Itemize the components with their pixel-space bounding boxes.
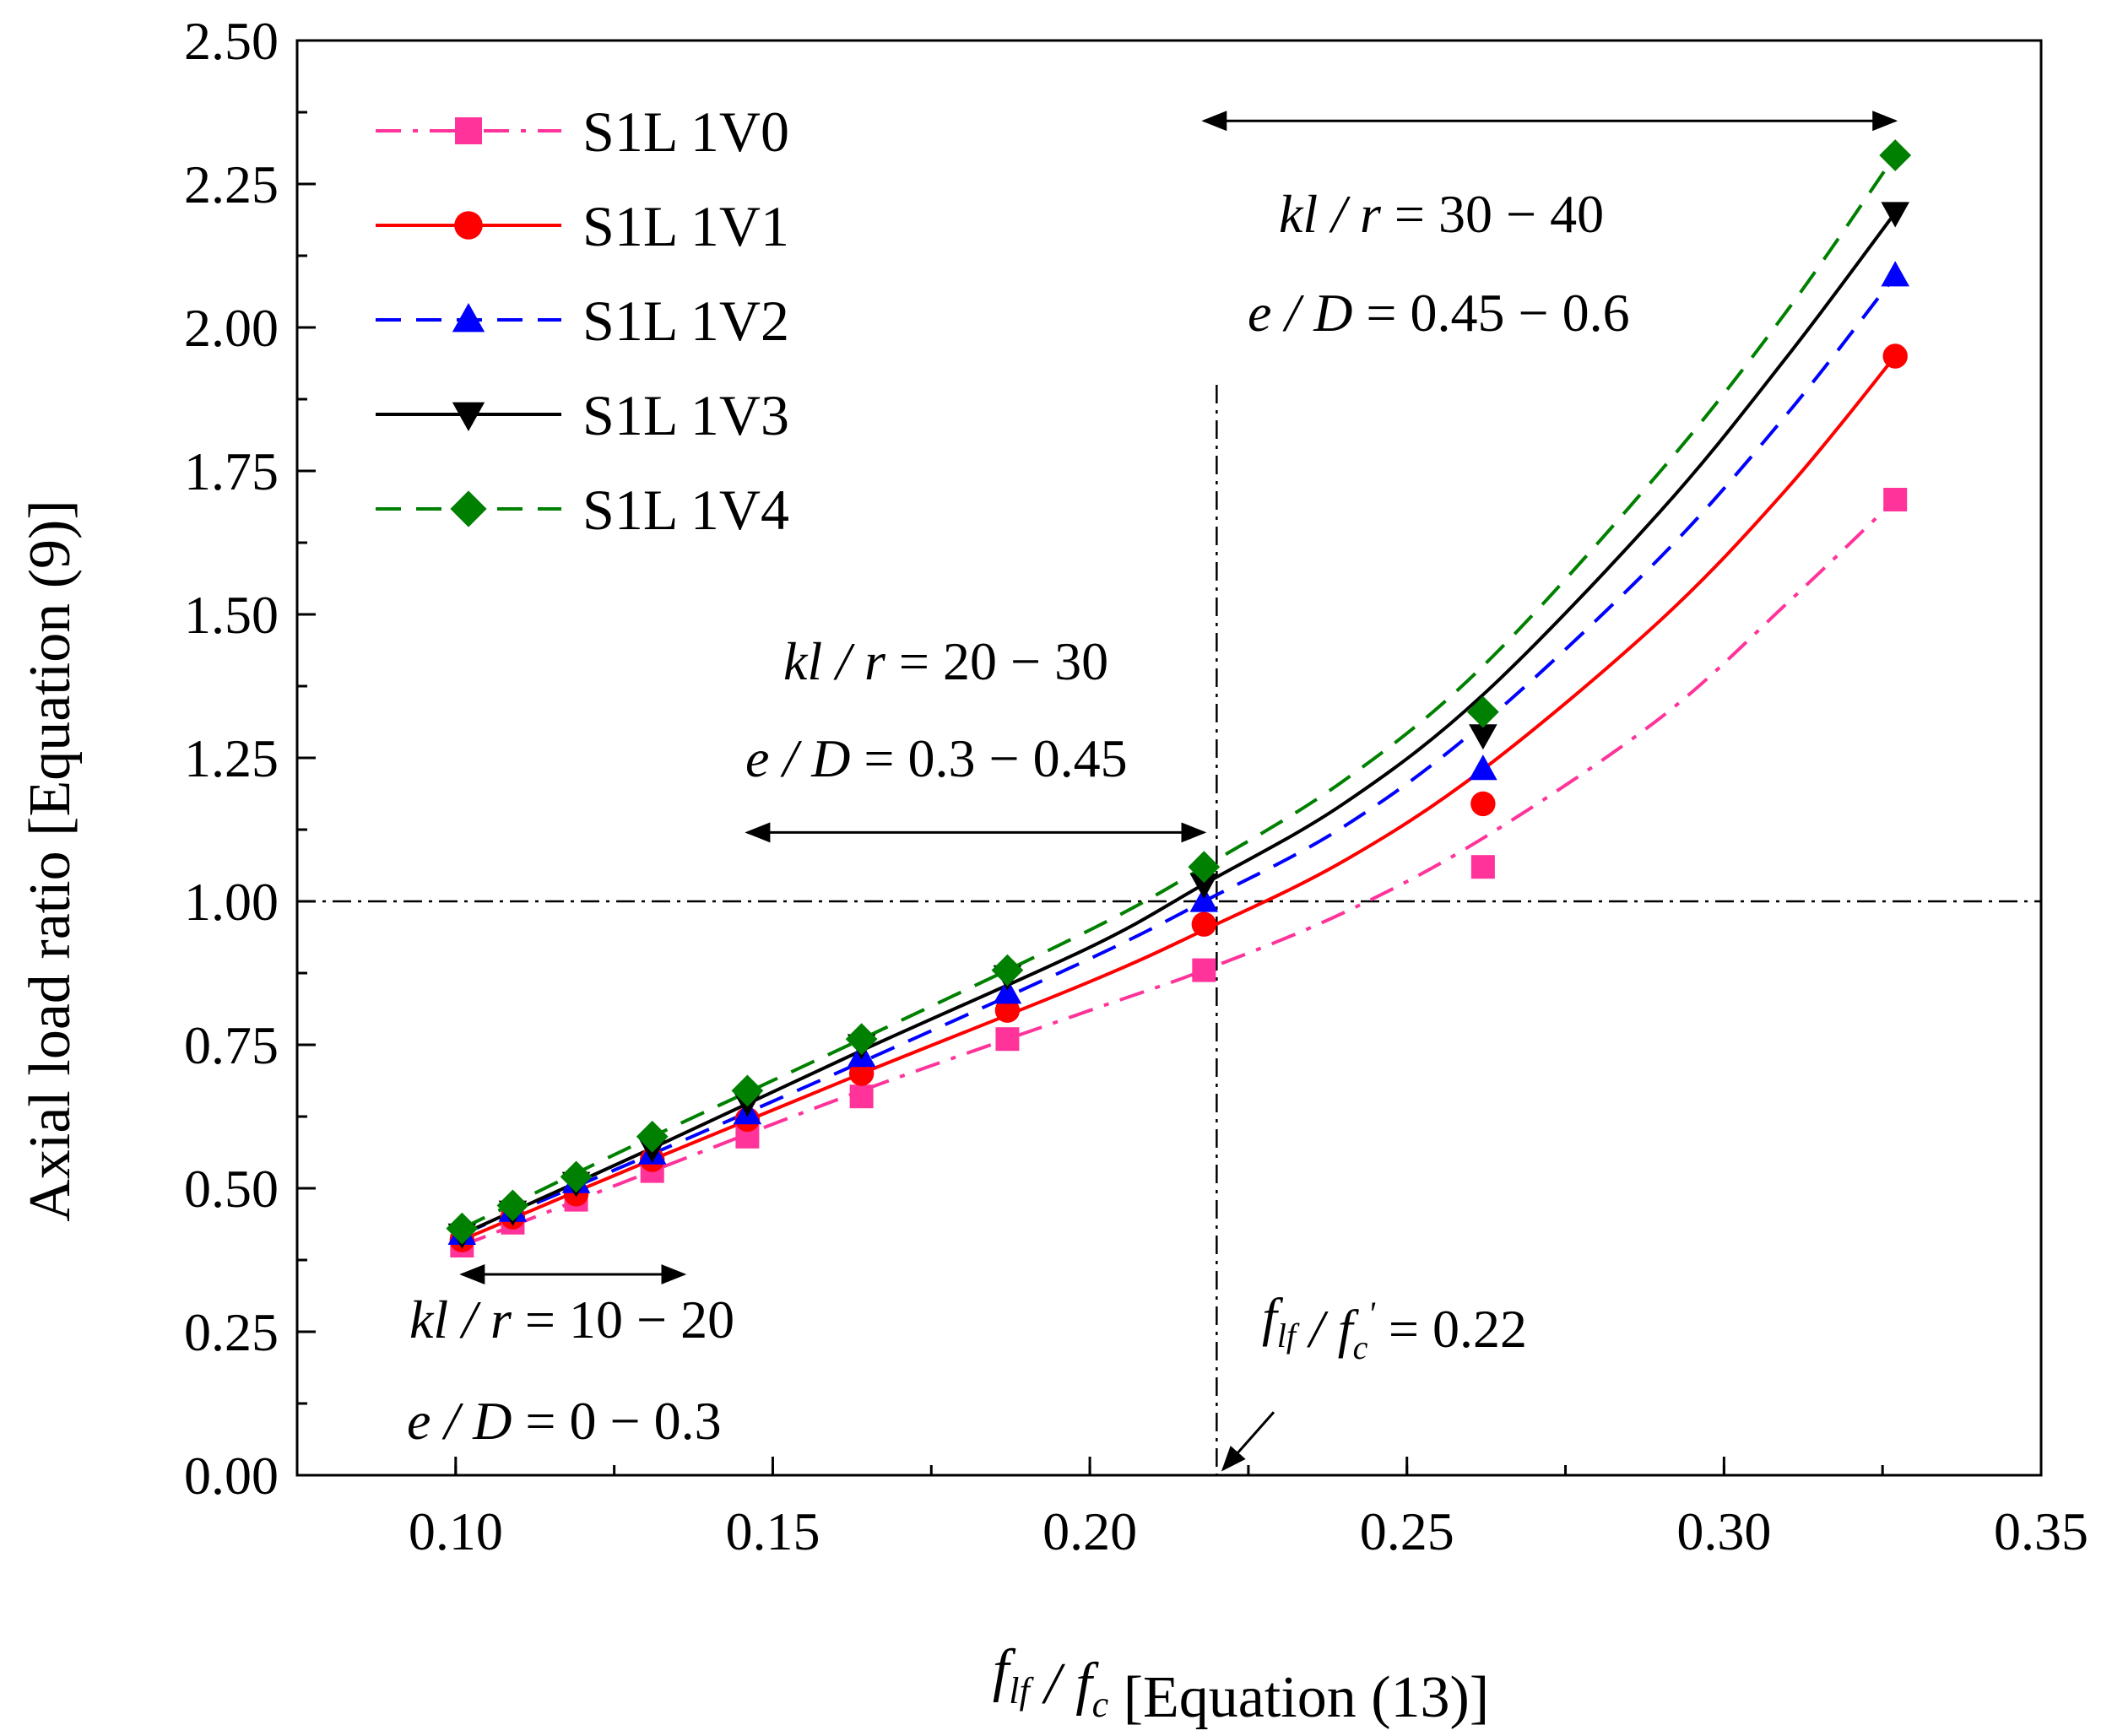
y-tick-label: 0.75 [184, 1015, 279, 1075]
data-point-S1L-1V4 [845, 1023, 878, 1056]
y-tick-label: 1.50 [184, 585, 279, 645]
annotations: kl / r = 30 − 40 e / D = 0.45 − 0.6 kl / r… [407, 111, 1898, 1472]
annotation-e-D-03-045: e / D = 0.3 − 0.45 [745, 728, 1128, 788]
annotation-e-D-045-06: e / D = 0.45 − 0.6 [1248, 283, 1630, 343]
data-point-S1L-1V4 [1879, 139, 1912, 171]
data-point-S1L-1V0 [1470, 855, 1495, 879]
series-markers [446, 139, 1912, 1257]
plot-area: 0.00 0.25 0.50 0.75 1.00 1.25 1.50 1.75 2.00 2.25… [184, 11, 2088, 1561]
data-point-S1L-1V2 [993, 978, 1022, 1004]
y-tick-label: 1.25 [184, 728, 279, 788]
series-line-S1L-1V0 [461, 498, 1897, 1247]
y-tick-label: 1.75 [184, 441, 279, 501]
plot-border [295, 39, 2043, 1477]
y-tick-label: 2.00 [184, 298, 279, 358]
legend-marker [452, 303, 485, 333]
data-point-S1L-1V1 [994, 998, 1021, 1023]
data-point-S1L-1V0 [849, 1084, 874, 1109]
annotation-kl-r-30-40: kl / r = 30 − 40 [1279, 184, 1604, 244]
x-tick-label: 0.10 [409, 1501, 503, 1561]
y-tick-label: 2.25 [184, 154, 279, 214]
data-point-S1L-1V1 [1470, 791, 1496, 817]
x-tick-label: 0.25 [1360, 1501, 1454, 1561]
reference-lines [297, 385, 2041, 1475]
data-point-S1L-1V1 [1882, 343, 1908, 369]
legend-marker [450, 490, 487, 527]
legend-label: S1L 1V0 [582, 100, 789, 164]
data-point-S1L-1V3 [1469, 724, 1497, 750]
series-line-S1L-1V3 [461, 211, 1897, 1236]
legend-marker [454, 211, 483, 240]
data-point-S1L-1V2 [1469, 754, 1497, 781]
data-point-S1L-1V4 [1466, 695, 1499, 728]
x-tick-label: 0.15 [725, 1501, 820, 1561]
data-point-S1L-1V4 [560, 1160, 593, 1193]
data-point-S1L-1V1 [1191, 911, 1217, 937]
data-point-S1L-1V3 [1189, 873, 1219, 900]
data-point-S1L-1V1 [848, 1061, 875, 1086]
y-tick-label: 0.50 [184, 1159, 279, 1219]
annotation-kl-r-10-20: kl / r = 10 − 20 [409, 1290, 734, 1349]
y-tick-label: 0.25 [184, 1302, 279, 1362]
series-line-S1L-1V4 [461, 154, 1897, 1230]
data-point-S1L-1V0 [995, 1027, 1020, 1052]
data-point-S1L-1V3 [1881, 202, 1910, 228]
data-point-S1L-1V4 [731, 1074, 764, 1107]
data-point-S1L-1V0 [1192, 958, 1216, 982]
legend-label: S1L 1V1 [582, 194, 789, 258]
y-axis-title: Axial load ratio [Equation (9)] [18, 500, 83, 1221]
x-tick-label: 0.20 [1042, 1501, 1137, 1561]
data-point-S1L-1V4 [991, 954, 1024, 987]
annotation-e-D-0-03: e / D = 0 − 0.3 [407, 1391, 722, 1451]
y-tick-label: 0.00 [184, 1446, 279, 1506]
data-point-S1L-1V4 [446, 1212, 479, 1245]
legend-label: S1L 1V3 [582, 383, 789, 447]
data-point-S1L-1V4 [496, 1189, 529, 1222]
data-point-S1L-1V2 [1189, 886, 1219, 912]
legend-marker [455, 117, 482, 144]
x-tick-label: 0.35 [1994, 1501, 2088, 1561]
legend: S1L 1V0 S1L 1V1 S1L 1V2 S1L 1V3 S1L 1V4 [376, 100, 789, 542]
data-point-S1L-1V0 [1883, 488, 1908, 511]
annotation-kl-r-20-30: kl / r = 20 − 30 [783, 631, 1108, 691]
y-tick-label: 2.50 [184, 11, 279, 71]
y-tick-label: 1.00 [184, 872, 279, 932]
threshold-arrow [1221, 1411, 1275, 1472]
x-axis-title: flf / fc [Equation (13)] [993, 1638, 1489, 1730]
legend-label: S1L 1V2 [582, 289, 789, 353]
data-point-S1L-1V4 [1188, 851, 1221, 884]
annotation-threshold: flf / fc' = 0.22 [1262, 1287, 1527, 1366]
legend-label: S1L 1V4 [582, 478, 789, 542]
x-tick-label: 0.30 [1676, 1501, 1771, 1561]
legend-marker [452, 402, 485, 431]
data-point-S1L-1V4 [636, 1120, 669, 1153]
data-point-S1L-1V2 [1881, 261, 1910, 287]
